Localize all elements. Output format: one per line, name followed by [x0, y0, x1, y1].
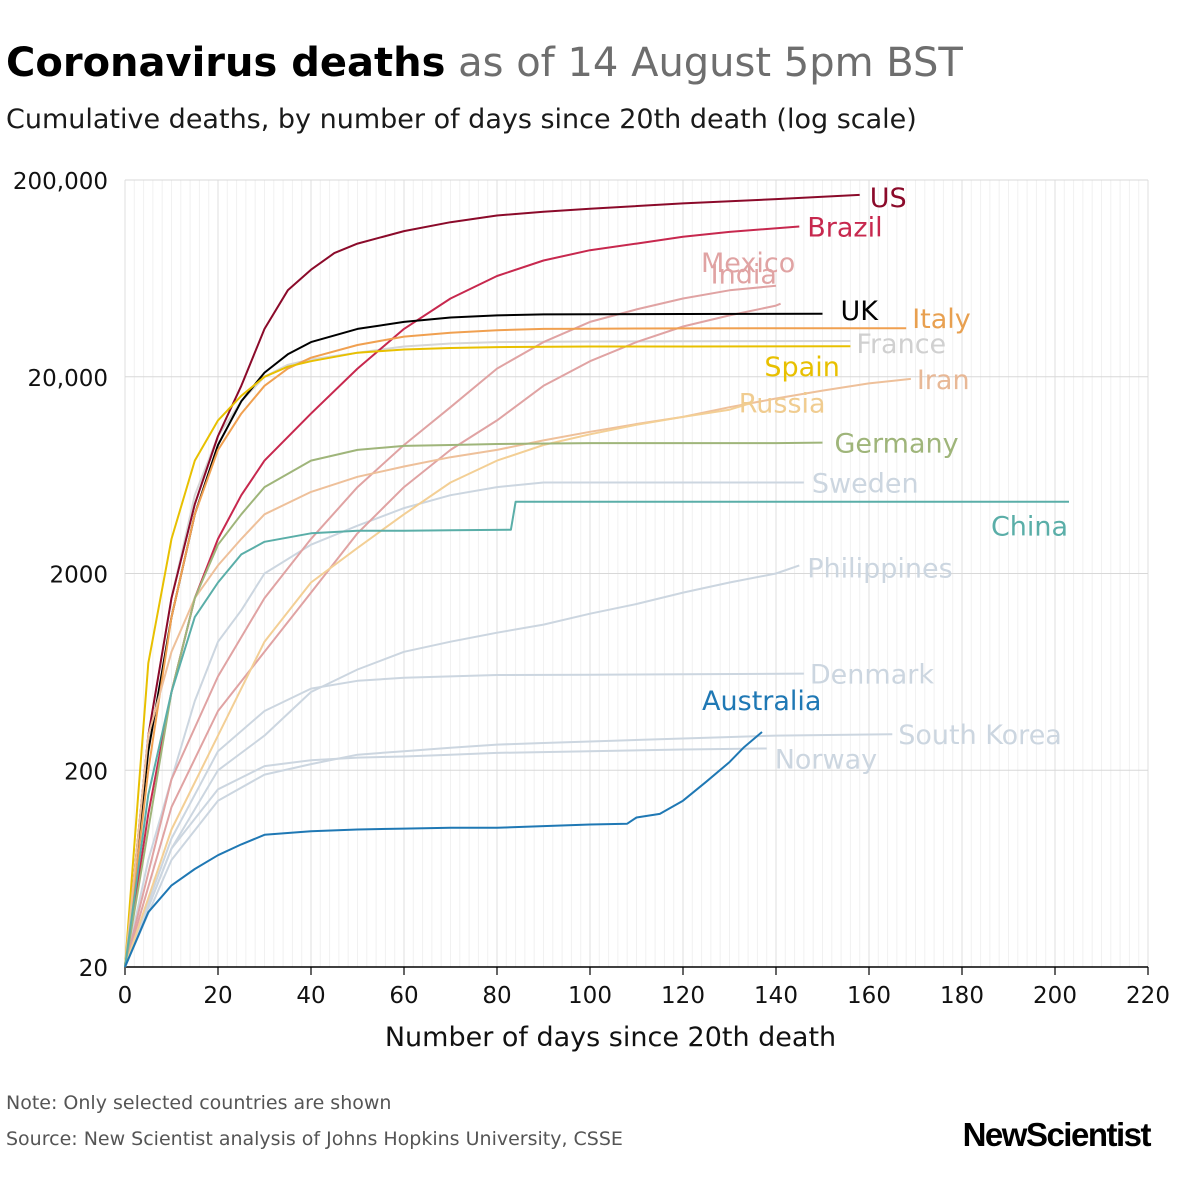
- chart-title: Coronavirus deaths as of 14 August 5pm B…: [6, 40, 963, 86]
- chart-note: Note: Only selected countries are shown: [6, 1092, 392, 1114]
- series-lines: [124, 193, 1069, 968]
- series-label-germany: Germany: [835, 429, 959, 460]
- series-line-iran: [124, 377, 912, 968]
- series-line-norway: [124, 747, 767, 968]
- x-tick-label: 120: [661, 983, 705, 1009]
- series-line-china: [124, 500, 1069, 968]
- series-label-uk: UK: [841, 296, 880, 327]
- series-line-sweden: [124, 481, 804, 968]
- series-label-russia: Russia: [739, 388, 826, 419]
- series-label-spain: Spain: [764, 352, 839, 383]
- y-tick-label: 200,000: [13, 169, 108, 195]
- series-label-south-korea: South Korea: [898, 720, 1062, 751]
- chart-title-date: as of 14 August 5pm BST: [458, 40, 963, 86]
- x-tick-label: 40: [296, 983, 325, 1009]
- series-line-denmark: [124, 672, 804, 968]
- x-tick-label: 100: [568, 983, 612, 1009]
- chart-title-bold: Coronavirus deaths: [6, 40, 446, 86]
- x-axis-title: Number of days since 20th death: [385, 1022, 836, 1053]
- series-line-spain: [124, 345, 851, 968]
- y-tick-label: 20,000: [28, 366, 108, 392]
- chart-source: Source: New Scientist analysis of Johns …: [6, 1128, 623, 1150]
- y-tick-label: 20: [79, 956, 108, 982]
- series-label-france: France: [856, 329, 946, 360]
- series-line-us: [124, 193, 860, 968]
- series-line-italy: [124, 327, 907, 968]
- series-line-russia: [124, 401, 754, 968]
- series-label-italy: Italy: [912, 304, 971, 335]
- series-label-denmark: Denmark: [810, 660, 934, 691]
- series-line-germany: [124, 441, 823, 968]
- chart-subtitle: Cumulative deaths, by number of days sin…: [6, 104, 917, 135]
- axes: 0 20 40 60 80 100 120 140 160 180 200 220 20 200 2000 2…: [13, 169, 1170, 1053]
- series-label-sweden: Sweden: [812, 469, 919, 500]
- series-label-iran: Iran: [917, 365, 970, 396]
- x-tick-label: 0: [118, 983, 133, 1009]
- x-tick-label: 200: [1033, 983, 1077, 1009]
- y-tick-label: 200: [64, 759, 108, 785]
- series-label-brazil: Brazil: [807, 213, 882, 244]
- x-tick-label: 20: [203, 983, 232, 1009]
- series-line-mexico: [124, 284, 777, 968]
- series-label-us: US: [870, 183, 907, 214]
- x-tick-label: 140: [754, 983, 798, 1009]
- series-label-philippines: Philippines: [807, 553, 952, 584]
- series-line-india: [124, 302, 781, 968]
- y-tick-label: 2000: [49, 563, 108, 589]
- series-line-brazil: [124, 225, 800, 968]
- series-line-south-korea: [124, 733, 893, 968]
- x-tick-label: 180: [940, 983, 984, 1009]
- newscientist-logo: NewScientist: [962, 1116, 1152, 1153]
- series-label-australia: Australia: [702, 686, 821, 717]
- series-label-china: China: [991, 512, 1068, 543]
- x-tick-label: 160: [847, 983, 891, 1009]
- grid: [124, 179, 1149, 968]
- x-tick-label: 60: [389, 983, 418, 1009]
- series-label-india: India: [711, 260, 777, 291]
- series-line-australia: [124, 731, 763, 968]
- series-label-mexico: Mexico: [701, 248, 795, 279]
- x-tick-label: 80: [482, 983, 511, 1009]
- x-tick-label: 220: [1126, 983, 1170, 1009]
- series-label-norway: Norway: [775, 744, 877, 775]
- series-line-philippines: [124, 564, 800, 968]
